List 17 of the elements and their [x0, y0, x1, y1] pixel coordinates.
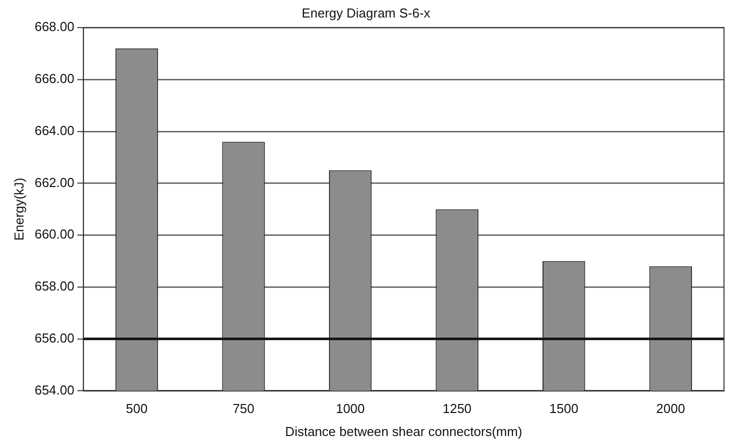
- y-tick-label: 668.00: [34, 19, 74, 34]
- y-tick-label: 664.00: [34, 122, 74, 138]
- x-tick-label: 2000: [656, 401, 686, 416]
- y-tick-label: 662.00: [34, 174, 74, 190]
- y-tick-label: 660.00: [34, 226, 74, 242]
- y-tick-label: 656.00: [34, 330, 74, 346]
- x-tick-label: 1250: [442, 401, 472, 416]
- y-tick-label: 666.00: [34, 71, 74, 86]
- y-tick-label: 658.00: [34, 278, 74, 294]
- x-axis-title: Distance between shear connectors(mm): [285, 424, 522, 439]
- y-tick-label: 654.00: [34, 382, 74, 398]
- x-tick-label: 1500: [549, 401, 578, 416]
- x-tick-label: 750: [232, 401, 254, 416]
- y-axis-title: Energy(kJ): [11, 178, 26, 241]
- x-tick-label: 1000: [336, 401, 365, 416]
- chart-title: Energy Diagram S-6-x: [302, 5, 431, 20]
- x-tick-label: 500: [126, 401, 148, 416]
